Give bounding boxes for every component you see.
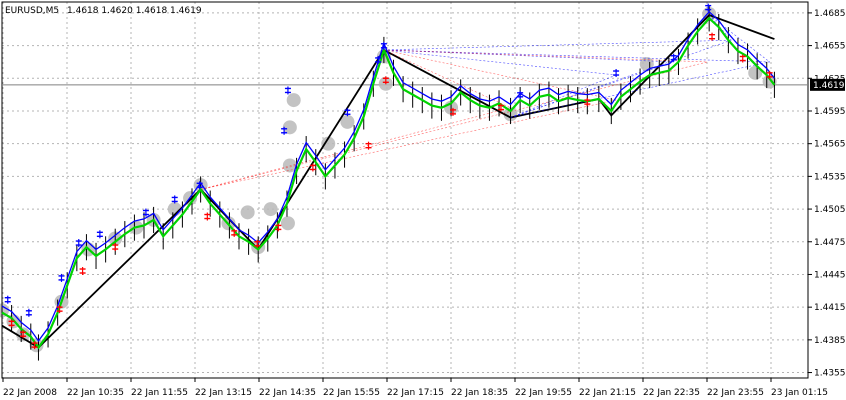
x-tick-label: 22 Jan 22:35 [643,388,700,398]
chart-ohlc-label: 1.4618 1.4620 1.4618 1.4619 [67,6,202,16]
swing-highlight-point [280,216,295,231]
y-tick-label: 1.4385 [814,336,846,346]
y-tick-label: 1.4475 [814,238,846,248]
fan-line-red [200,107,511,190]
swing-highlight-point [748,65,763,80]
swing-highlight-point [340,114,355,129]
zigzag-series [1,14,775,349]
y-tick-label: 1.4655 [814,42,846,52]
x-tick-label: 22 Jan 19:55 [515,388,572,398]
zigzag-line [1,14,775,349]
fan-line-red [200,61,708,190]
x-tick-label: 23 Jan 01:15 [771,388,828,398]
swing-highlight-point [263,202,278,217]
swing-highlight-point [286,93,301,108]
fan-line-blue [383,39,732,51]
price-line-green [1,16,776,350]
fan-line-red [383,49,708,63]
x-tick-label: 22 Jan 21:15 [579,388,636,398]
swing-highlight-point [762,74,777,89]
y-tick-label: 1.4595 [814,107,846,117]
swing-highlight-point [639,57,654,72]
x-tick-label: 22 Jan 18:35 [451,388,508,398]
current-price-tag: 1.4619 [810,78,845,91]
current-price-tag-background [810,78,845,91]
x-tick-label: 22 Jan 11:55 [131,388,188,398]
x-tick-label: 22 Jan 10:35 [67,388,124,398]
chart-symbol-label: EURUSD,M5 [5,6,59,16]
x-tick-label: 22 Jan 13:15 [195,388,252,398]
plot-border [1,1,809,379]
swing-highlight-point [240,205,255,220]
fan-line-blue [510,74,617,118]
x-tick-label: 22 Jan 17:15 [387,388,444,398]
x-tick-label: 22 Jan 2008 [3,388,57,398]
y-tick-label: 1.4355 [814,369,846,379]
fan-line-blue [510,39,732,118]
chart-frame [1,1,809,379]
grid [2,2,808,378]
y-tick-label: 1.4535 [814,172,846,182]
y-tick-label: 1.4565 [814,140,846,150]
y-tick-label: 1.4685 [814,9,846,19]
swing-highlight-point [282,120,297,135]
fan-line-red [200,99,617,190]
x-tick-label: 22 Jan 23:55 [707,388,764,398]
y-tick-label: 1.4415 [814,303,846,313]
x-tick-label: 22 Jan 14:35 [259,388,316,398]
x-axis: 22 Jan 2008 22 Jan 10:35 22 Jan 11:55 22 Ja… [2,378,828,398]
fan-line-blue [383,49,617,76]
current-price-value: 1.4619 [813,81,845,91]
swing-highlight-point [282,158,297,173]
y-tick-label: 1.4505 [814,205,846,215]
x-tick-label: 22 Jan 15:55 [323,388,380,398]
signal-marks [4,3,773,350]
y-tick-label: 1.4445 [814,270,846,280]
fan-line-blue [383,49,770,63]
swing-highlight-point [321,136,336,151]
